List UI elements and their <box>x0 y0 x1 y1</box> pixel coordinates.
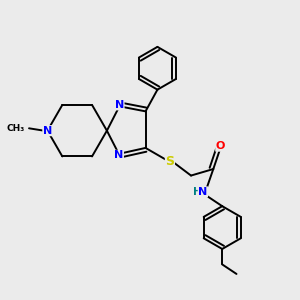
Text: N: N <box>43 126 52 136</box>
Text: N: N <box>115 100 124 110</box>
Text: N: N <box>198 187 208 197</box>
Text: O: O <box>216 141 225 151</box>
Text: N: N <box>114 150 123 161</box>
Text: H: H <box>193 187 201 197</box>
Text: S: S <box>165 155 174 168</box>
Text: CH₃: CH₃ <box>6 124 25 133</box>
